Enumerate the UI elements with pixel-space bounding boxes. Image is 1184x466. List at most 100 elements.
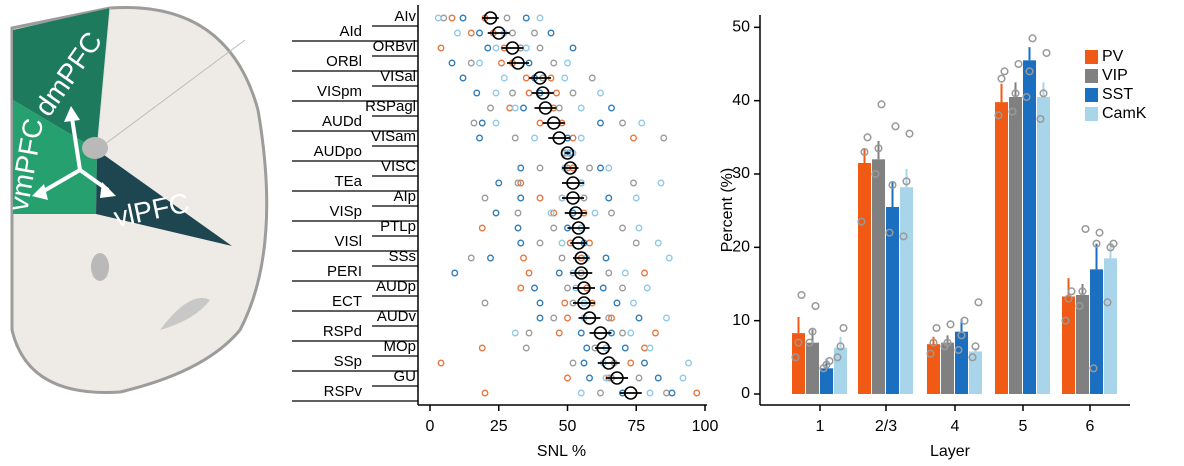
x-tick-label: 5 (1019, 418, 1028, 435)
data-point (1014, 59, 1023, 69)
bar (1009, 97, 1022, 394)
data-point (536, 314, 544, 322)
data-point (517, 194, 525, 202)
data-point (514, 224, 522, 232)
data-point (597, 164, 604, 172)
data-point (558, 239, 566, 247)
y-axis-label: Percent (%) (719, 168, 736, 252)
data-point (473, 89, 481, 97)
vlpfc-region (96, 150, 232, 246)
mean-marker (610, 371, 624, 385)
data-point (550, 209, 558, 217)
data-point (663, 314, 670, 322)
data-point (520, 254, 527, 262)
x-tick-label: 50 (559, 418, 577, 435)
bar (995, 102, 1008, 394)
data-point (871, 169, 880, 179)
data-point (608, 104, 615, 112)
bar (941, 342, 954, 394)
category-label: RSPagl (365, 98, 416, 115)
data-point (643, 284, 651, 292)
mean-marker (601, 356, 616, 370)
data-point (511, 329, 519, 337)
data-point (833, 353, 842, 362)
data-point (994, 111, 1003, 120)
category-label: RSPd (323, 323, 362, 340)
data-point (808, 327, 817, 336)
brain-diagram: dmPFC vmPFC vlPFC (3, 5, 269, 394)
data-point (531, 134, 538, 142)
mean-marker (574, 251, 589, 265)
data-point (492, 119, 500, 127)
data-point (597, 389, 604, 397)
data-point (613, 299, 621, 307)
category-label: AUDpo (314, 143, 362, 160)
y-tick-label: 0 (741, 385, 750, 402)
data-point (564, 284, 571, 292)
data-point (492, 209, 500, 217)
data-point (605, 164, 613, 172)
data-point (797, 290, 806, 300)
data-point (943, 338, 952, 347)
data-point (484, 44, 492, 52)
data-point (825, 356, 834, 366)
data-point (1039, 89, 1048, 98)
data-point (550, 314, 558, 322)
data-point (492, 89, 500, 97)
data-point (558, 254, 566, 262)
data-point (478, 224, 486, 232)
data-point (476, 134, 483, 142)
ventricle (82, 137, 108, 159)
y-tick-label: 50 (732, 19, 750, 36)
data-point (586, 164, 593, 172)
category-label: VISp (329, 203, 362, 220)
mean-marker (505, 41, 520, 55)
data-point (536, 44, 544, 52)
data-point (926, 349, 935, 358)
category-label: VISal (380, 68, 416, 85)
data-point (605, 314, 613, 322)
data-point (929, 338, 938, 347)
x-tick-label: 100 (692, 418, 719, 435)
data-point (448, 14, 456, 22)
mean-marker (566, 176, 580, 190)
mean-marker (552, 131, 567, 145)
data-point (580, 359, 588, 367)
data-point (481, 194, 489, 202)
data-point (891, 122, 900, 131)
data-point (597, 119, 604, 127)
legend-swatch (1085, 107, 1098, 121)
data-point (627, 329, 635, 337)
category-label: PERI (327, 263, 362, 280)
data-point (1061, 316, 1070, 325)
data-point (487, 104, 494, 112)
data-point (685, 359, 692, 367)
data-point (459, 74, 467, 82)
data-point (591, 209, 599, 217)
data-point (605, 269, 613, 277)
bar (969, 351, 982, 394)
data-point (632, 239, 640, 247)
mean-marker (577, 296, 591, 310)
legend-label: SST (1102, 86, 1133, 103)
bar (1090, 269, 1103, 394)
bar (792, 333, 805, 394)
legend-label: VIP (1102, 67, 1128, 84)
brain-feature (160, 298, 210, 330)
data-point (536, 14, 544, 22)
data-point (1042, 48, 1051, 58)
data-point (577, 389, 585, 397)
data-point (531, 284, 538, 292)
data-point (635, 374, 643, 382)
data-point (517, 164, 525, 172)
data-point (954, 345, 963, 355)
data-point (555, 104, 563, 112)
data-point (630, 299, 637, 307)
data-point (646, 344, 654, 352)
data-point (569, 134, 577, 142)
x-tick-label: 1 (816, 418, 825, 435)
data-point (459, 14, 467, 22)
data-point (520, 104, 527, 112)
x-tick-label: 75 (627, 418, 645, 435)
data-point (638, 119, 646, 127)
